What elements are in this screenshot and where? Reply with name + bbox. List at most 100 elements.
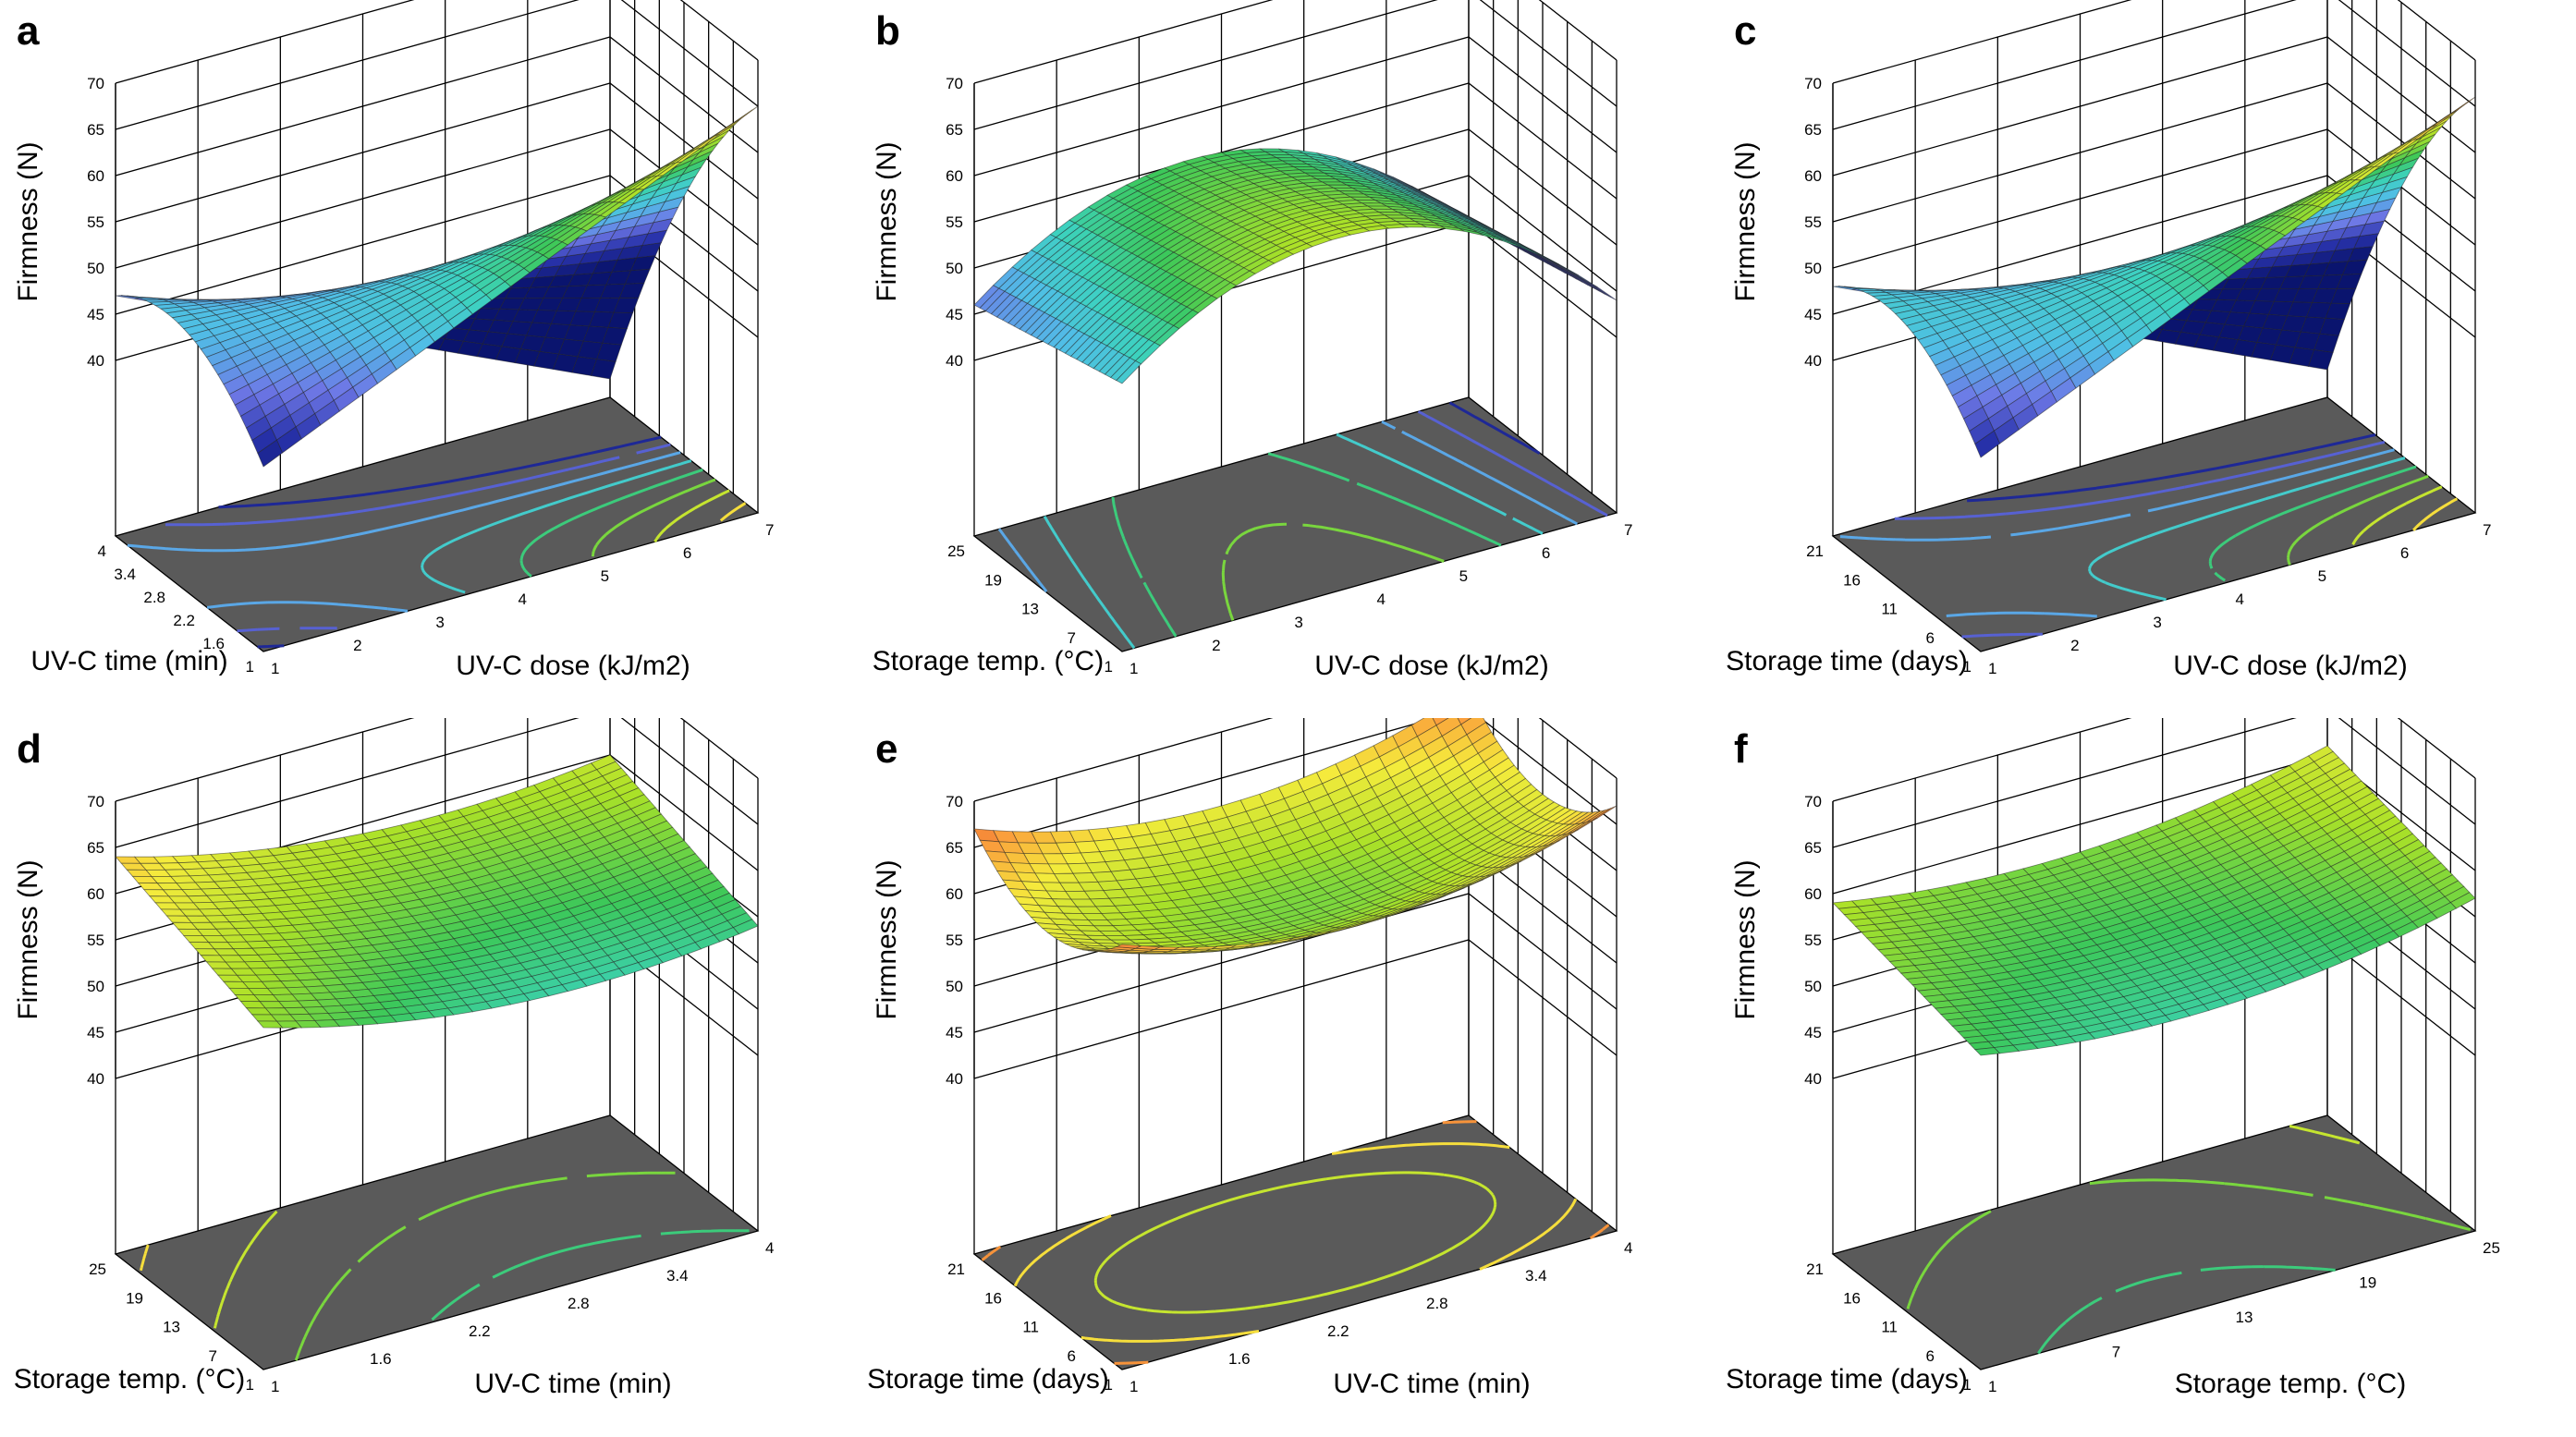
surface-f bbox=[1832, 745, 2476, 1056]
x-axis-label: UV-C dose (kJ/m2) bbox=[456, 651, 690, 681]
x-axis-label: Storage temp. (°C) bbox=[2175, 1369, 2406, 1399]
x-tick-label: 2.2 bbox=[1327, 1322, 1349, 1340]
x-tick-label: 1.6 bbox=[1228, 1350, 1251, 1368]
surface-cell bbox=[1116, 944, 1141, 949]
x-tick-label: 7 bbox=[2112, 1344, 2120, 1361]
z-tick-label: 70 bbox=[1804, 793, 1822, 810]
y-tick-label: 13 bbox=[163, 1319, 180, 1336]
contour-line bbox=[2088, 457, 2406, 602]
z-tick-label: 55 bbox=[87, 932, 104, 949]
z-tick-label: 45 bbox=[946, 306, 963, 323]
chart-panel-a: 40 45 50 55 60 65 70 1 2 3 4 5 6 7 1 1.6 2.2 2.8 3.4 4 Firmn… bbox=[0, 0, 859, 718]
contour-line bbox=[1013, 1142, 1578, 1343]
contour-base-c bbox=[1831, 396, 2477, 652]
grid-line bbox=[973, 0, 1618, 130]
z-tick-label: 40 bbox=[87, 352, 104, 370]
grid-c bbox=[1832, 0, 2476, 536]
z-tick-label: 65 bbox=[87, 121, 104, 139]
contour-line bbox=[1093, 1171, 1497, 1314]
x-tick-label: 4 bbox=[2236, 591, 2244, 608]
x-tick-label: 4 bbox=[519, 591, 527, 608]
contour-line bbox=[294, 1171, 676, 1361]
x-tick-label: 2 bbox=[1212, 637, 1220, 654]
x-tick-label: 6 bbox=[683, 544, 691, 562]
x-tick-label: 3 bbox=[2153, 614, 2161, 631]
chart-panel-e: 40 45 50 55 60 65 70 1 1.6 2.2 2.8 3.4 4 1 6 11 16 21 Firm… bbox=[859, 718, 1717, 1436]
z-tick-label: 50 bbox=[946, 260, 963, 277]
z-tick-label: 50 bbox=[1804, 978, 1822, 995]
contour-line bbox=[2351, 485, 2443, 546]
z-tick-label: 65 bbox=[1804, 839, 1822, 857]
x-tick-label: 3.4 bbox=[666, 1267, 689, 1285]
x-tick-label: 4 bbox=[765, 1239, 774, 1257]
y-tick-label: 13 bbox=[1021, 601, 1039, 618]
y-tick-label: 3.4 bbox=[114, 566, 136, 583]
y-tick-label: 7 bbox=[1068, 629, 1076, 647]
contour-base-f bbox=[1831, 1114, 2477, 1370]
surface-b bbox=[973, 148, 1618, 384]
y-tick-label: 2.8 bbox=[143, 589, 165, 606]
chart-panel-f: 40 45 50 55 60 65 70 1 7 13 19 25 1 6 11 16 21 Firmness (… bbox=[1717, 718, 2576, 1436]
chart-svg-a: 40455055606570123456711.62.22.83.44Firmn… bbox=[13, 0, 774, 681]
grid-line bbox=[115, 718, 759, 802]
z-tick-label: 50 bbox=[1804, 260, 1822, 277]
z-tick-label: 65 bbox=[946, 121, 963, 139]
x-tick-label: 2 bbox=[2070, 637, 2079, 654]
contour-line bbox=[981, 1120, 1610, 1365]
surface-cell bbox=[1973, 1047, 2001, 1056]
z-tick-label: 55 bbox=[946, 932, 963, 949]
contour-line bbox=[1906, 1178, 2472, 1309]
y-tick-label: 16 bbox=[984, 1289, 1002, 1307]
y-axis-label: Storage temp. (°C) bbox=[14, 1364, 245, 1394]
contour-line bbox=[1417, 409, 1608, 518]
y-tick-label: 16 bbox=[1843, 571, 1861, 589]
x-tick-label: 13 bbox=[2236, 1309, 2253, 1326]
z-tick-label: 40 bbox=[946, 352, 963, 370]
y-tick-label: 6 bbox=[1926, 629, 1935, 647]
x-tick-label: 5 bbox=[1459, 567, 1468, 585]
contour-line bbox=[719, 502, 747, 522]
y-tick-label: 21 bbox=[947, 1260, 965, 1278]
y-tick-label: 1 bbox=[1105, 1376, 1113, 1394]
y-axis-label: Storage temp. (°C) bbox=[873, 646, 1104, 676]
contours-e bbox=[981, 1120, 1610, 1365]
surface-cell bbox=[1592, 284, 1618, 301]
y-tick-label: 11 bbox=[1881, 601, 1898, 618]
contour-line bbox=[1043, 432, 1544, 650]
x-tick-label: 25 bbox=[2483, 1239, 2500, 1257]
x-tick-label: 7 bbox=[2483, 521, 2491, 539]
surface-e bbox=[973, 718, 1618, 955]
y-tick-label: 16 bbox=[1843, 1289, 1861, 1307]
x-tick-label: 3 bbox=[1294, 614, 1302, 631]
x-axis-label: UV-C time (min) bbox=[1333, 1369, 1530, 1399]
surface-cell bbox=[1457, 718, 1472, 725]
contour-line bbox=[2208, 465, 2417, 582]
x-tick-label: 1 bbox=[1129, 1378, 1138, 1395]
y-tick-label: 21 bbox=[1806, 542, 1824, 560]
contours-f bbox=[1906, 1125, 2472, 1355]
contour-line bbox=[2289, 1125, 2361, 1145]
contour-base-a bbox=[114, 396, 760, 652]
contour-line bbox=[213, 1210, 278, 1329]
x-tick-label: 5 bbox=[2318, 567, 2326, 585]
grid-line bbox=[115, 0, 759, 130]
x-axis-label: UV-C time (min) bbox=[474, 1369, 671, 1399]
z-tick-label: 40 bbox=[946, 1070, 963, 1088]
grid-line bbox=[973, 939, 1618, 1079]
z-tick-label: 55 bbox=[87, 213, 104, 231]
y-axis-label: Storage time (days) bbox=[1726, 1364, 1968, 1394]
panel-letter-f: f bbox=[1734, 726, 1748, 772]
panel-letter-b: b bbox=[875, 8, 900, 54]
z-tick-label: 60 bbox=[87, 167, 104, 185]
contour-line bbox=[165, 443, 671, 633]
contours-a bbox=[127, 435, 747, 649]
surface-cell bbox=[257, 439, 284, 468]
z-tick-label: 45 bbox=[946, 1024, 963, 1041]
y-tick-label: 6 bbox=[1926, 1347, 1935, 1365]
z-tick-label: 45 bbox=[87, 1024, 104, 1041]
x-tick-label: 2 bbox=[353, 637, 361, 654]
x-axis-label: UV-C dose (kJ/m2) bbox=[2173, 651, 2407, 681]
chart-panel-d: 40 45 50 55 60 65 70 1 1.6 2.2 2.8 3.4 4 1 7 13 19 25 Firm… bbox=[0, 718, 859, 1436]
z-axis-label: Firmness (N) bbox=[1730, 141, 1761, 301]
